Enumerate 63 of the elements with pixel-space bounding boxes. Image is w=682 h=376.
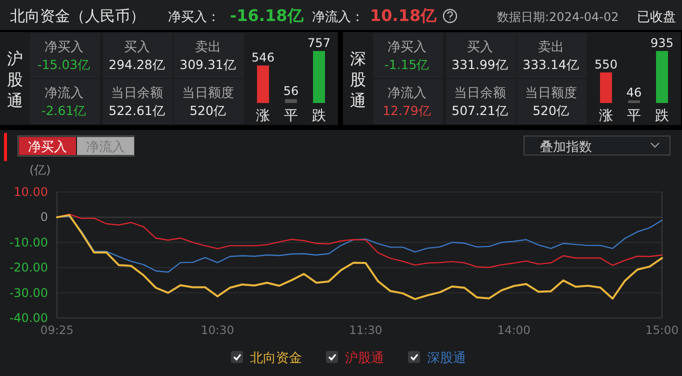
text: 520亿 — [532, 103, 570, 118]
text: 522.61亿 — [108, 103, 166, 118]
line-series — [56, 214, 663, 300]
x-tick-label: 14:00 — [497, 323, 530, 337]
x-tick-label: 涨 — [599, 108, 613, 124]
text: -1.15亿 — [384, 57, 430, 72]
data-label: 56 — [283, 84, 299, 98]
text: 净买入： — [168, 10, 220, 25]
y-tick-label: -30.00 — [9, 286, 48, 300]
text: 净买入 — [44, 40, 84, 55]
text: 已收盘 — [637, 10, 676, 25]
x-tick-label: 平 — [284, 108, 298, 124]
y-tick-label: 0 — [40, 210, 48, 224]
text: 卖出 — [538, 40, 564, 55]
text: -16.18亿 — [230, 6, 304, 25]
text: 北向资金 — [250, 351, 302, 366]
text: 净流入 — [388, 85, 426, 101]
text: 当日余额 — [111, 86, 163, 101]
text: 当日余额 — [454, 86, 506, 101]
data-label: 550 — [594, 57, 618, 72]
x-tick-label: 涨 — [256, 108, 270, 124]
text: 331.99亿 — [452, 57, 508, 72]
text: 沪股通 — [345, 350, 384, 366]
text: 净流入 — [44, 85, 84, 101]
text: 深股通 — [350, 49, 366, 110]
text: 数据日期:2024-04-02 — [497, 10, 619, 24]
y-tick-label: -40.00 — [9, 311, 48, 325]
text: 深股通 — [427, 351, 466, 366]
text: 294.28亿 — [108, 57, 166, 72]
text: 买入 — [467, 40, 493, 55]
x-tick-label: 15:00 — [645, 323, 679, 337]
text: 北向资金（人民币） — [10, 7, 145, 25]
text: 净买入 — [388, 40, 426, 55]
text: 507.21亿 — [452, 103, 508, 118]
text: 净买入 — [28, 140, 67, 155]
text: 当日额度 — [182, 85, 234, 101]
text: 10.18亿 — [370, 6, 438, 25]
data-label: 757 — [308, 36, 330, 50]
y-axis-title: (亿) — [29, 163, 51, 177]
text: 买入 — [124, 40, 150, 55]
text: 卖出 — [195, 40, 221, 55]
y-tick-label: 10.00 — [14, 185, 48, 199]
data-label: 546 — [252, 50, 274, 64]
text: 520亿 — [190, 103, 226, 118]
y-tick-label: -10.00 — [9, 235, 48, 250]
data-label: 935 — [650, 36, 674, 50]
data-label: 46 — [626, 85, 642, 100]
y-tick-label: -20.00 — [9, 260, 48, 275]
text: 沪股通 — [7, 49, 23, 110]
text: -2.61亿 — [41, 103, 87, 118]
text: 当日额度 — [525, 85, 577, 101]
x-tick-label: 10:30 — [200, 323, 234, 337]
text: -15.03亿 — [37, 57, 91, 72]
x-tick-label: 11:30 — [349, 323, 382, 337]
x-tick-label: 09:25 — [40, 323, 74, 337]
text: 12.79亿 — [382, 103, 432, 118]
x-tick-label: 平 — [627, 108, 641, 124]
text: 叠加指数 — [540, 140, 592, 155]
x-tick-label: 跌 — [312, 108, 326, 124]
text: 309.31亿 — [180, 57, 236, 72]
text: 净流入： — [312, 9, 364, 25]
x-tick-label: 跌 — [655, 108, 669, 124]
text: 333.14亿 — [522, 57, 580, 72]
